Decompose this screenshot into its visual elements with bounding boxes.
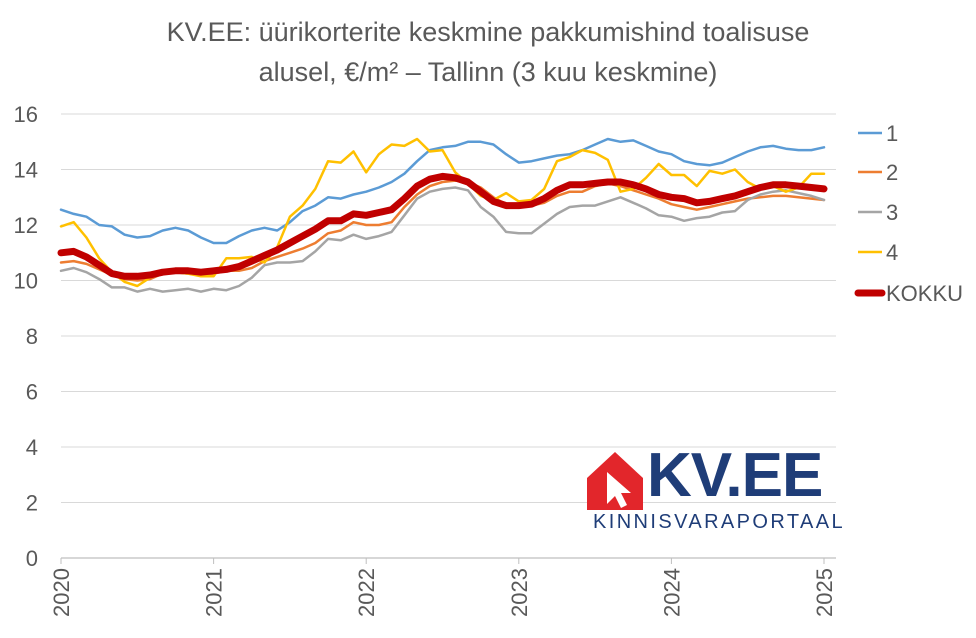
x-tick-label: 2023 xyxy=(507,568,532,617)
house-cursor-icon xyxy=(587,452,643,510)
legend-label-kokku: KOKKU xyxy=(886,281,963,306)
logo-wordmark: KV.EE xyxy=(647,441,823,510)
chart-title-line1: KV.EE: üürikorterite keskmine pakkumishi… xyxy=(166,17,810,47)
chart-title-line2: alusel, €/m² – Tallinn (3 kuu keskmine) xyxy=(258,57,718,87)
series-line-kokku xyxy=(57,172,828,280)
logo-tagline: KINNISVARAPORTAAL xyxy=(593,511,845,533)
chart-title: KV.EE: üürikorterite keskmine pakkumishi… xyxy=(0,12,976,92)
y-tick-label: 0 xyxy=(26,546,38,571)
y-tick-label: 8 xyxy=(26,324,38,349)
x-tick-label: 2025 xyxy=(812,568,837,617)
legend-label-4: 4 xyxy=(886,240,898,265)
x-tick-label: 2022 xyxy=(354,568,379,617)
kvee-logo: KV.EE KINNISVARAPORTAAL xyxy=(583,441,843,542)
x-tick-label: 2021 xyxy=(202,568,227,617)
legend-label-2: 2 xyxy=(886,160,898,185)
series-line-1 xyxy=(59,137,826,245)
legend-label-1: 1 xyxy=(886,121,898,146)
series-line-2 xyxy=(59,179,826,282)
y-tick-label: 12 xyxy=(14,213,38,238)
y-tick-label: 10 xyxy=(14,269,38,294)
y-tick-label: 16 xyxy=(14,102,38,127)
y-tick-label: 2 xyxy=(26,491,38,516)
x-tick-label: 2024 xyxy=(659,568,684,617)
series-line-4 xyxy=(59,137,826,288)
y-tick-label: 6 xyxy=(26,380,38,405)
y-tick-label: 4 xyxy=(26,435,38,460)
series-line-3 xyxy=(59,186,826,293)
legend-label-3: 3 xyxy=(886,200,898,225)
y-tick-label: 14 xyxy=(14,158,38,183)
x-tick-label: 2020 xyxy=(49,568,74,617)
